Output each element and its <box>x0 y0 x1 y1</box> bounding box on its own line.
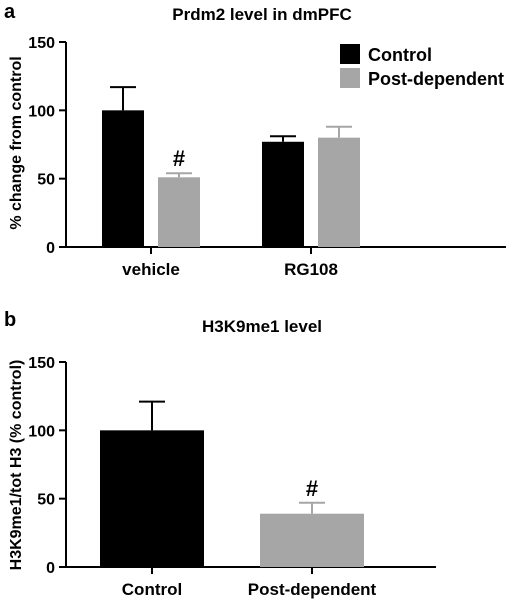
x-tick-label: Control <box>122 580 182 599</box>
panel-a-y-axis-label: % change from control <box>8 56 25 229</box>
panel-a-legend: Control Post-dependent <box>340 44 504 89</box>
bar <box>318 137 360 247</box>
legend-swatch-control <box>340 44 360 64</box>
y-tick-label: 100 <box>28 103 55 120</box>
panel-b-plot-area: 0 50 100 150 Control Post-dependent # <box>28 355 436 599</box>
panel-a-plot-area: 0 50 100 150 vehicle RG108 # <box>28 35 506 279</box>
panel-b-y-axis-label: H3K9me1/tot H3 (% control) <box>8 360 25 571</box>
panel-b-letter: b <box>4 309 16 331</box>
legend-swatch-post-dependent <box>340 68 360 88</box>
legend-label-control: Control <box>368 45 432 65</box>
significance-marker: # <box>306 476 318 501</box>
panel-b: b H3K9me1 level H3K9me1/tot H3 (% contro… <box>4 309 436 599</box>
significance-marker: # <box>173 146 185 171</box>
y-tick-label: 150 <box>28 355 55 372</box>
y-tick-label: 50 <box>37 492 55 509</box>
y-tick-label: 150 <box>28 35 55 52</box>
bar <box>158 177 200 247</box>
bar <box>262 141 304 247</box>
panel-a-letter: a <box>4 1 16 23</box>
legend-label-post-dependent: Post-dependent <box>368 69 504 89</box>
y-tick-label: 50 <box>37 172 55 189</box>
y-tick-label: 0 <box>46 560 55 577</box>
bar <box>102 110 144 247</box>
y-tick-label: 100 <box>28 423 55 440</box>
panel-a: a Prdm2 level in dmPFC % change from con… <box>4 1 506 279</box>
x-tick-label: Post-dependent <box>248 580 377 599</box>
y-tick-label: 0 <box>46 240 55 257</box>
x-tick-label: vehicle <box>122 260 180 279</box>
bar <box>100 430 204 567</box>
bar <box>260 513 364 567</box>
x-tick-label: RG108 <box>284 260 338 279</box>
panel-b-title: H3K9me1 level <box>202 317 322 336</box>
panel-a-title: Prdm2 level in dmPFC <box>172 5 352 24</box>
